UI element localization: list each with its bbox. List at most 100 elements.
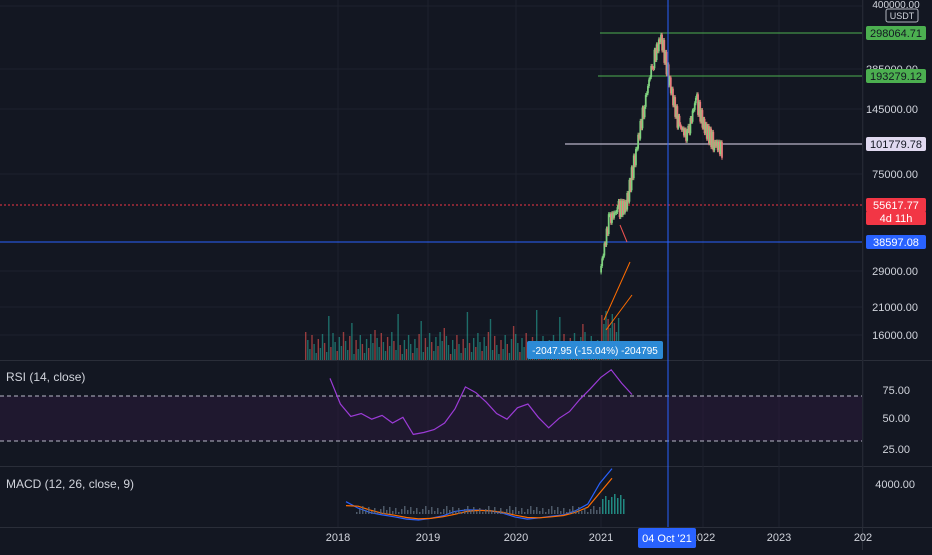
volume-bar [319, 348, 322, 360]
macd-histogram-bar [446, 506, 448, 514]
macd-histogram-bar [524, 512, 526, 514]
price-pane[interactable] [0, 0, 862, 360]
candle-body [624, 201, 626, 213]
volume-bar [433, 351, 435, 360]
macd-histogram-bar [623, 499, 625, 514]
volume-bar [372, 343, 374, 360]
candle-body [621, 200, 624, 216]
candle-body [665, 51, 668, 75]
macd-histogram-bar [431, 507, 433, 514]
candle-body [606, 228, 609, 235]
candle-body [614, 212, 617, 214]
macd-pane[interactable] [0, 467, 862, 527]
volume-bar [391, 332, 393, 360]
macd-histogram-bar [386, 510, 388, 514]
macd-histogram-bar [509, 506, 511, 514]
candle-body [635, 148, 637, 166]
macd-histogram-bar [530, 506, 532, 514]
candle-body [619, 200, 622, 218]
macd-histogram-bar [596, 510, 598, 514]
macd-histogram-bar [479, 508, 481, 514]
candle-body [717, 141, 720, 151]
candle-body [684, 129, 686, 136]
candle-body [639, 120, 642, 139]
volume-bar [512, 326, 515, 360]
macd-histogram-bar [455, 511, 457, 514]
volume-bar [617, 318, 620, 360]
volume-bar [380, 333, 382, 360]
volume-bar [305, 332, 307, 360]
candle-body [693, 103, 696, 110]
volume-bar [483, 337, 485, 360]
macd-histogram-bar [377, 512, 379, 514]
macd-histogram-bar [500, 508, 502, 514]
candle-body [720, 142, 722, 155]
macd-histogram-bar [422, 509, 424, 514]
candle-body [643, 106, 646, 118]
volume-bar [519, 352, 521, 360]
macd-histogram-bar [518, 511, 520, 514]
macd-histogram-bar [437, 508, 439, 514]
candle-body [691, 110, 694, 122]
time-tick-label: 2023 [767, 532, 791, 544]
time-tick-label: 2020 [504, 532, 528, 544]
candle-body [660, 34, 662, 43]
candle-body [604, 243, 607, 245]
volume-bar [376, 338, 378, 360]
candle-body [680, 127, 683, 130]
macd-histogram-bar [476, 511, 478, 514]
macd-histogram-bar [467, 506, 469, 514]
macd-histogram-bar [566, 512, 568, 514]
macd-histogram-bar [569, 509, 571, 514]
candle-body [629, 179, 632, 191]
macd-histogram-bar [587, 512, 589, 514]
candle-body [718, 141, 721, 155]
candle-body [681, 128, 684, 130]
candle-body [600, 266, 602, 273]
volume-bar [351, 323, 353, 360]
macd-histogram-bar [515, 507, 517, 514]
rsi-tick-label: 75.00 [882, 385, 910, 397]
volume-bar [384, 351, 387, 360]
volume-bar [330, 347, 332, 360]
volume-bar [607, 319, 609, 360]
time-tick-label: 202 [854, 532, 872, 544]
candle-body [711, 131, 714, 148]
volume-bar [477, 333, 479, 360]
macd-histogram-bar [539, 511, 541, 514]
volume-bar [397, 314, 399, 360]
macd-histogram-bar [512, 510, 514, 514]
volume-bar [382, 342, 385, 360]
candle-body [698, 101, 701, 115]
candle-body [678, 115, 681, 125]
volume-bar [395, 350, 397, 360]
volume-bar [422, 352, 424, 360]
volume-bar [326, 352, 328, 360]
candle-body [712, 131, 715, 151]
volume-bar [435, 337, 437, 360]
candle-body [699, 101, 702, 122]
volume-bar [416, 348, 418, 360]
candle-body [605, 228, 608, 245]
macd-histogram-bar [575, 510, 577, 514]
volume-bar [475, 347, 477, 360]
candle-body [640, 120, 643, 129]
volume-bar [445, 336, 448, 360]
candle-body [686, 130, 689, 141]
candle-body [716, 141, 719, 151]
macd-histogram-bar [464, 509, 466, 514]
macd-histogram-bar [374, 508, 376, 514]
volume-bar [447, 345, 450, 360]
crosshair-time-label: 04 Oct '21 [642, 533, 692, 545]
volume-bar [431, 342, 433, 360]
candle-body [674, 97, 677, 117]
macd-histogram-bar [599, 507, 601, 514]
trend-line [603, 261, 631, 321]
candle-body [603, 243, 606, 256]
candle-body [692, 109, 695, 111]
volume-bar [401, 354, 403, 360]
measure-label: -2047.95 (-15.04%) -204795 [532, 346, 658, 357]
candle-body [682, 128, 685, 136]
